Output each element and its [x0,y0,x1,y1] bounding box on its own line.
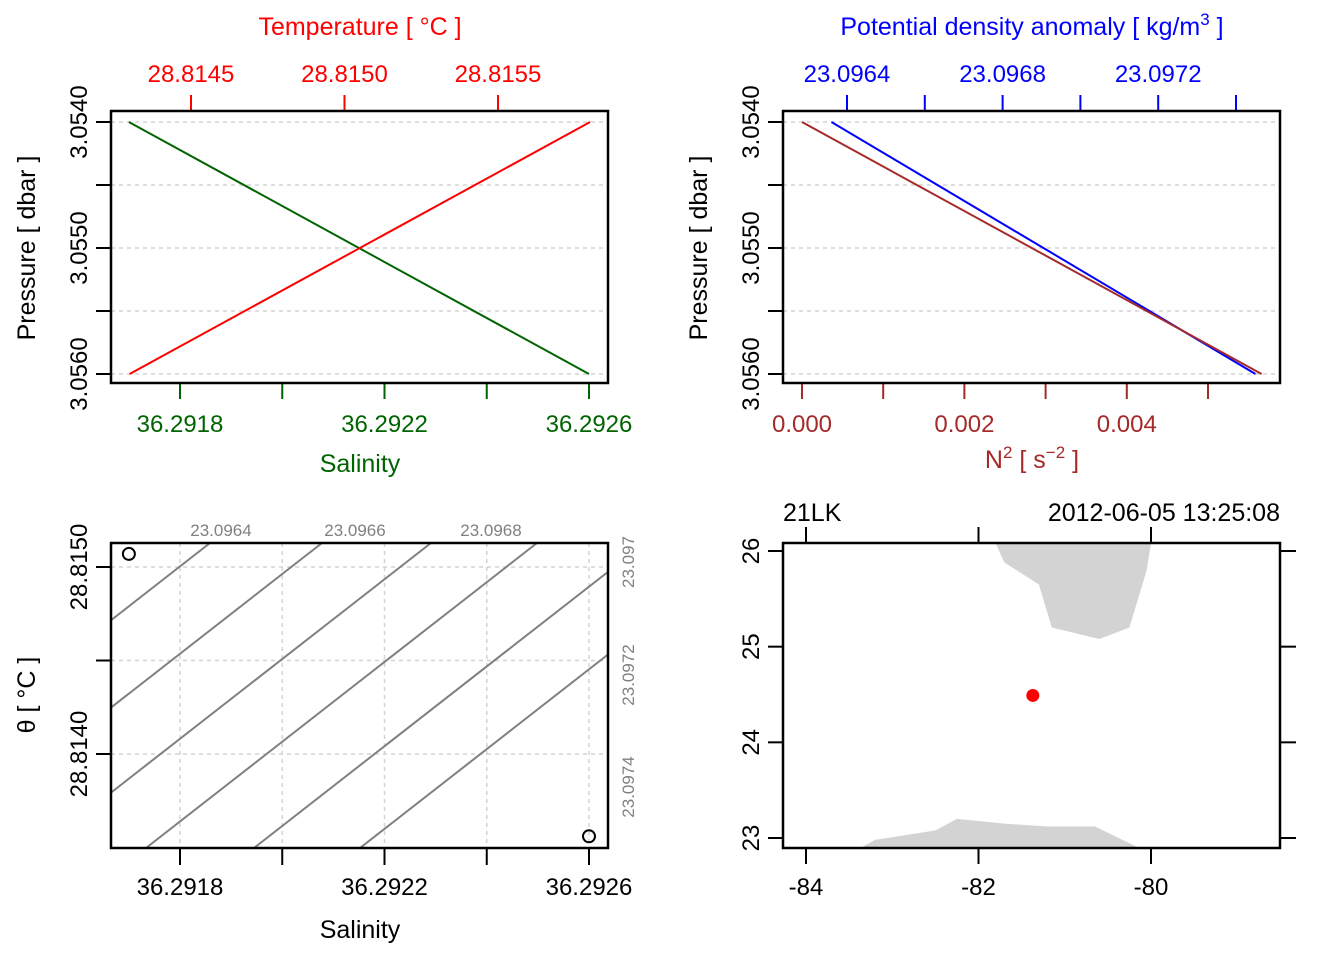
y-axis-title-pressure: Pressure [ dbar ] [13,156,41,341]
land-cuba [860,818,1140,848]
salinity-tick-label: 36.2922 [341,411,428,438]
lat-tick-label: 25 [738,633,765,660]
density-label-end: ] [1210,13,1224,41]
panel-profile-density-n2: Potential density anomaly [ kg/m3 ] N2 [… [685,10,1282,474]
contour-label-top: 23.0968 [460,521,521,540]
isopycnal-line [111,543,432,794]
contour-label-right: 23.097 [619,536,638,588]
lon-tick-label: -80 [1134,874,1169,901]
y-tick-label: 28.8150 [66,524,93,611]
n2-label-text: N [985,446,1003,474]
density-tick-label: 23.0964 [804,61,891,88]
bottom-axis-title-n2: N2 [ s−2 ] [985,443,1079,474]
y-tick-label: 3.0560 [738,337,765,410]
lat-tick-label: 26 [738,538,765,565]
isopycnal-line [253,570,608,848]
map-title-datetime: 2012-06-05 13:25:08 [1048,499,1280,527]
salinity-tick-label: 36.2926 [546,411,633,438]
lon-tick-label: -82 [961,874,996,901]
panel-station-map: 21LK 2012-06-05 13:25:08 -84 -82 -80 26 25 24… [738,499,1296,901]
contour-label-right: 23.0972 [619,644,638,705]
plot-frame [109,109,610,385]
panel-ts-diagram: Salinity θ [ °C ] 23.0964 23.0966 23.0968 2… [13,521,638,944]
temperature-tick-label: 28.8145 [148,61,235,88]
lon-tick-label: -84 [789,874,824,901]
isopycnal-line [359,653,608,848]
isopycnal-contours [111,543,608,848]
x-tick-label: 36.2918 [137,874,224,901]
y-axis-title-pressure: Pressure [ dbar ] [685,156,713,341]
density-tick-label: 23.0968 [959,61,1046,88]
temperature-tick-label: 28.8155 [455,61,542,88]
y-tick-label: 3.0540 [66,85,93,158]
top-axis-title-density: Potential density anomaly [ kg/m3 ] [840,10,1223,41]
n2-label-sup: 2 [1003,443,1012,462]
y-tick-label: 3.0550 [66,211,93,284]
plot-frame [781,541,1282,850]
y-tick-label: 28.8140 [66,711,93,798]
lat-tick-label: 23 [738,825,765,852]
isopycnal-line [111,543,323,709]
temperature-tick-label: 28.8150 [301,61,388,88]
contour-label-top: 23.0964 [190,521,251,540]
n2-tick-label: 0.004 [1097,411,1157,438]
y-tick-label: 3.0540 [738,85,765,158]
ts-point [121,546,136,561]
temperature-line [129,121,591,375]
y-tick-label: 3.0560 [66,337,93,410]
plot-frame [781,109,1282,385]
y-axis-title-theta: θ [ °C ] [13,657,41,734]
x-axis-title-salinity: Salinity [320,916,401,944]
ts-point [582,829,596,844]
n2-line [801,121,1263,375]
top-axis-title-temperature: Temperature [ °C ] [258,13,461,41]
n2-tick-label: 0.000 [772,411,832,438]
bottom-axis-title-salinity: Salinity [320,450,401,478]
density-label-text: Potential density anomaly [ kg/m [840,13,1200,41]
y-tick-label: 3.0550 [738,211,765,284]
lat-tick-label: 24 [738,729,765,756]
n2-label-end: ] [1065,446,1079,474]
land-florida [995,543,1151,640]
contour-label-top: 23.0966 [324,521,385,540]
isopycnal-line [145,543,538,848]
panel-profile-ts: Temperature [ °C ] Salinity Pressure [ d… [13,13,632,478]
station-marker [1026,688,1040,702]
coastline-group [860,543,1151,848]
salinity-tick-label: 36.2918 [137,411,224,438]
map-title-station: 21LK [783,499,842,527]
x-tick-label: 36.2922 [341,874,428,901]
plot-frame [109,541,610,850]
n2-label-sup2: −2 [1046,443,1065,462]
density-label-sup: 3 [1200,10,1209,29]
contour-label-right: 23.0974 [619,756,638,817]
x-tick-label: 36.2926 [546,874,633,901]
density-tick-label: 23.0972 [1115,61,1202,88]
isopycnal-line [111,543,211,622]
n2-tick-label: 0.002 [934,411,994,438]
n2-label-mid: [ s [1012,446,1045,474]
